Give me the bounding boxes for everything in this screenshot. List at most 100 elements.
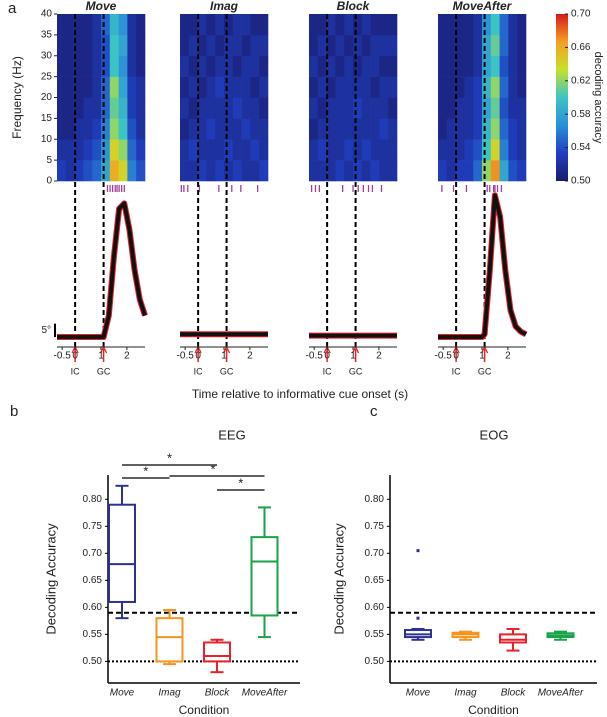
heatmap-cell (455, 34, 465, 57)
x-tick-label: 0 (453, 351, 459, 362)
heatmap-title: MoveAfter (453, 0, 513, 13)
heatmap-cell (344, 55, 354, 77)
heatmap-cell (250, 76, 260, 98)
heatmap-cell (92, 14, 102, 36)
heatmap-cell (92, 34, 102, 57)
heatmap-cell (259, 160, 269, 182)
heatmap-cell (127, 76, 137, 98)
heatmap-cell (109, 14, 119, 36)
heatmap-cell (118, 139, 128, 161)
event-label: GC (97, 366, 111, 376)
heatmap-cell (74, 76, 84, 98)
heatmap-cell (482, 118, 492, 140)
chart-title: EOG (480, 427, 509, 442)
heatmap-cell (438, 139, 448, 161)
heatmap-cell (309, 160, 319, 182)
heatmap-cell (317, 14, 327, 36)
heatmap-cell (353, 97, 363, 119)
event-label: IC (323, 366, 333, 376)
heatmap-cell (508, 97, 518, 119)
x-tick-label: Imag (454, 688, 477, 699)
heatmap-cell (250, 160, 260, 182)
heatmap-cell (118, 14, 128, 36)
heatmap-cell (490, 139, 500, 161)
heatmap-cell (446, 14, 456, 36)
heatmap-cell (215, 118, 225, 140)
heatmap-cell (344, 139, 354, 161)
heatmap-cell (57, 76, 67, 98)
y-tick-label: 10 (41, 134, 53, 145)
x-tick-label: Move (406, 688, 431, 699)
heatmap-cell (455, 55, 465, 77)
heatmap-cell (206, 55, 216, 77)
heatmap-cell (353, 14, 363, 36)
heatmap-cell (259, 139, 269, 161)
heatmap-cell (136, 14, 146, 36)
heatmap-cell (490, 97, 500, 119)
heatmap-cell (344, 97, 354, 119)
heatmap-cell (335, 139, 345, 161)
heatmap-cell (455, 139, 465, 161)
heatmap-cell (317, 139, 327, 161)
heatmap-cell (241, 118, 251, 140)
heatmap-cell (344, 76, 354, 98)
x-tick-label: 0 (72, 351, 78, 362)
heatmap-cell (259, 55, 269, 77)
heatmap-cell (180, 34, 190, 57)
heatmap-cell (180, 160, 190, 182)
outlier (416, 549, 420, 553)
heatmap-cell (101, 14, 111, 36)
heatmap-cell (499, 55, 509, 77)
heatmap-cell (109, 139, 119, 161)
heatmap-cell (180, 118, 190, 140)
heatmap-cell (232, 76, 242, 98)
box (250, 536, 279, 617)
y-tick-label: 0.80 (365, 494, 385, 505)
heatmap-cell (473, 55, 483, 77)
heatmap-cell (206, 34, 216, 57)
heatmap-cell (446, 118, 456, 140)
heatmap-cell (259, 118, 269, 140)
heatmap-cell (326, 76, 336, 98)
heatmap-cell (224, 76, 234, 98)
trajectory (438, 193, 527, 339)
heatmap-cell (83, 14, 93, 36)
heatmap-cell (136, 34, 146, 57)
heatmap-cell (127, 14, 137, 36)
heatmap-cell (250, 97, 260, 119)
heatmap-cell (57, 118, 67, 140)
heatmap-cell (92, 97, 102, 119)
y-tick-label: 0.55 (83, 629, 103, 640)
x-axis-label: Condition (468, 703, 519, 717)
heatmap-cell (180, 139, 190, 161)
y-tick-label: 0.65 (365, 575, 385, 586)
heatmap-cell (353, 160, 363, 182)
heatmap-cell (57, 160, 67, 182)
heatmap-cell (109, 76, 119, 98)
heatmap-cell (224, 139, 234, 161)
heatmap-cell (250, 118, 260, 140)
heatmap-cell (250, 55, 260, 77)
chart-title: EEG (218, 427, 245, 442)
panel-label: c (370, 403, 378, 420)
heatmap-cell (74, 34, 84, 57)
heatmap-cell (57, 55, 67, 77)
heatmap-cell (464, 97, 474, 119)
heatmap-cell (197, 55, 207, 77)
heatmap-cell (215, 55, 225, 77)
colorbar-tick-label: 0.70 (571, 9, 591, 20)
heatmap-cell (74, 139, 84, 161)
heatmap-cell (490, 76, 500, 98)
x-tick-label: 1 (221, 351, 227, 362)
heatmap-cell (188, 97, 198, 119)
heatmap-cell (482, 76, 492, 98)
significance-star: * (210, 461, 215, 476)
y-tick-label: 0.60 (365, 602, 385, 613)
y-tick-label: 0 (46, 176, 52, 187)
significance-star: * (167, 450, 172, 465)
heatmap-cell (482, 34, 492, 57)
heatmap-cell (83, 76, 93, 98)
heatmap-cell (517, 76, 527, 98)
heatmap-cell (74, 160, 84, 182)
heatmap-cell (335, 160, 345, 182)
